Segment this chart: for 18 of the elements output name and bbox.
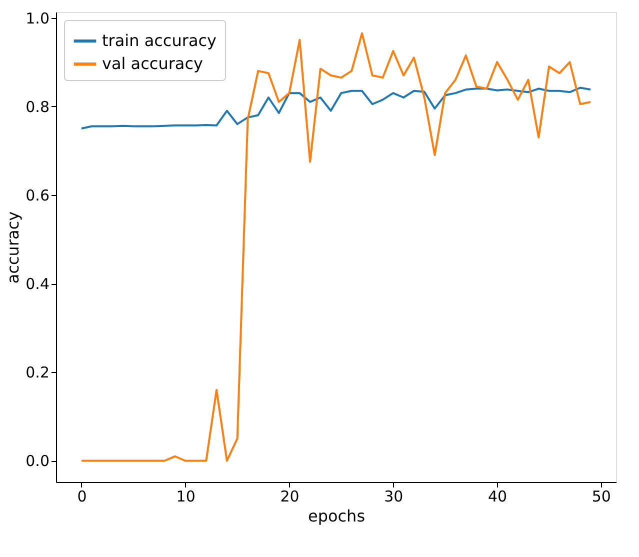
line-series [80,86,592,130]
x-tick-label: 0 [77,488,87,506]
y-tick-label: 0.4 [26,275,50,294]
legend-label: val accuracy [102,54,203,73]
y-tick-label: 1.0 [26,9,50,28]
y-tick-label: 0.0 [26,452,50,470]
y-axis-title: accuracy [4,211,23,284]
x-tick-label: 20 [280,488,300,506]
x-axis-title: epochs [308,506,366,526]
legend-label: train accuracy [102,31,217,50]
y-tick-label: 0.8 [26,98,50,116]
x-tick-label: 40 [488,488,508,506]
x-tick-label: 10 [176,488,196,506]
y-tick-label: 0.6 [26,186,50,204]
x-tick-label: 50 [592,488,611,506]
line-series [80,32,592,462]
y-tick-label: 0.2 [26,364,50,382]
x-tick-label: 30 [384,488,404,506]
